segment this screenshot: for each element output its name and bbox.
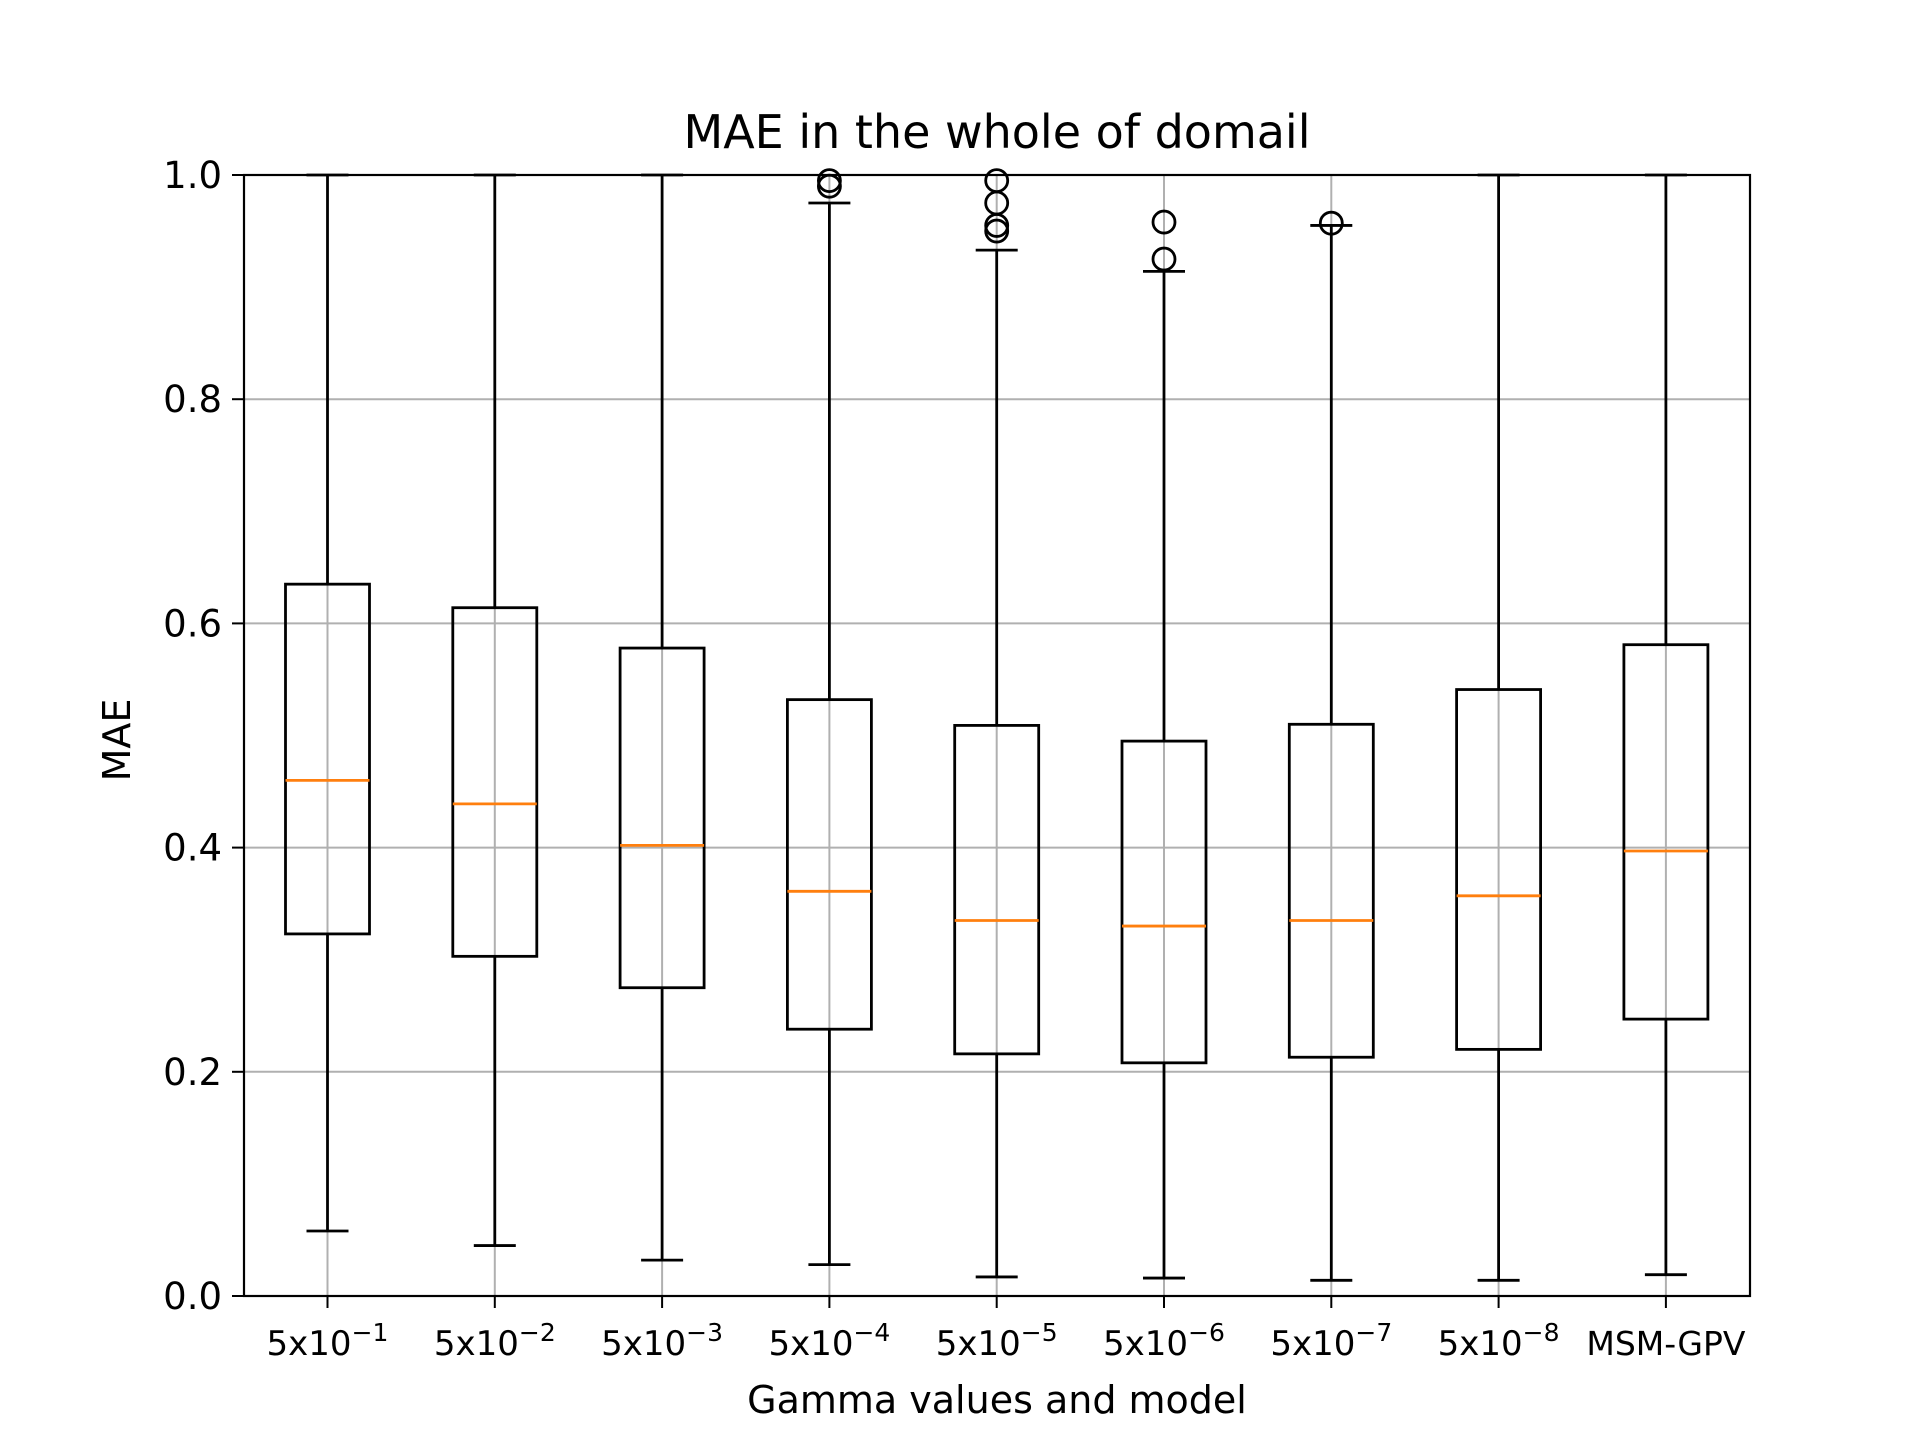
x-tick-label-base: 5x10 (1438, 1324, 1523, 1364)
x-tick-label-exponent: −6 (1188, 1318, 1225, 1347)
x-tick-label: 5x10−2 (434, 1318, 556, 1364)
y-tick-label: 0.8 (163, 378, 222, 421)
x-tick-label: 5x10−5 (936, 1318, 1058, 1364)
box-group (618, 173, 706, 1262)
x-tick-label: 5x10−7 (1270, 1318, 1392, 1364)
x-tick-label-exponent: −2 (519, 1318, 556, 1347)
box-group (953, 168, 1041, 1279)
x-axis-label: Gamma values and model (747, 1378, 1247, 1422)
x-tick-label-exponent: −4 (853, 1318, 890, 1347)
outlier-point (984, 168, 1010, 194)
iqr-box (284, 582, 371, 936)
x-tick-label-base: 5x10 (601, 1324, 686, 1364)
x-tick-label-exponent: −5 (1021, 1318, 1058, 1347)
x-tick-label: 5x10−4 (768, 1318, 890, 1364)
y-tick-label: 0.4 (163, 827, 222, 870)
y-axis-label: MAE (95, 699, 139, 782)
iqr-box (1120, 739, 1208, 1065)
outlier-point (1318, 210, 1344, 236)
x-tick-label: 5x10−6 (1103, 1318, 1225, 1364)
x-tick-label: 5x10−8 (1438, 1318, 1560, 1364)
iqr-box (953, 724, 1041, 1056)
x-tick-label-exponent: −7 (1355, 1318, 1392, 1347)
x-tick-label-base: 5x10 (1103, 1324, 1188, 1364)
x-tick-label-base: 5x10 (267, 1324, 352, 1364)
outlier-point (1151, 209, 1177, 235)
iqr-box (786, 698, 873, 1031)
x-tick-label-exponent: −8 (1523, 1318, 1560, 1347)
x-tick-label-exponent: −1 (352, 1318, 389, 1347)
x-tick-label-base: 5x10 (768, 1324, 853, 1364)
x-tick-label-exponent: −3 (686, 1318, 723, 1347)
x-tick-label-base: 5x10 (1270, 1324, 1355, 1364)
x-tick-label-base: 5x10 (434, 1324, 519, 1364)
iqr-box (1455, 688, 1542, 1051)
iqr-box (1287, 722, 1375, 1059)
outlier-point (1151, 246, 1177, 272)
box-group (1120, 209, 1208, 1280)
box-group (1622, 173, 1710, 1277)
y-tick-label: 0.2 (163, 1051, 222, 1094)
box-group (1287, 210, 1375, 1282)
iqr-box (451, 606, 539, 958)
x-tick-label: 5x10−1 (267, 1318, 389, 1364)
y-tick-label: 1.0 (163, 154, 222, 197)
x-tick-label: MSM-GPV (1586, 1324, 1745, 1363)
chart-title: MAE in the whole of domail (684, 105, 1311, 159)
x-tick-label-base: MSM-GPV (1586, 1324, 1745, 1363)
x-tick-label-base: 5x10 (936, 1324, 1021, 1364)
iqr-box (618, 646, 706, 990)
x-tick-label: 5x10−3 (601, 1318, 723, 1364)
box-group (786, 168, 873, 1267)
y-tick-label: 0.6 (163, 602, 222, 645)
outlier-point (817, 168, 842, 194)
iqr-box (1622, 643, 1710, 1021)
y-tick-label: 0.0 (163, 1275, 222, 1318)
